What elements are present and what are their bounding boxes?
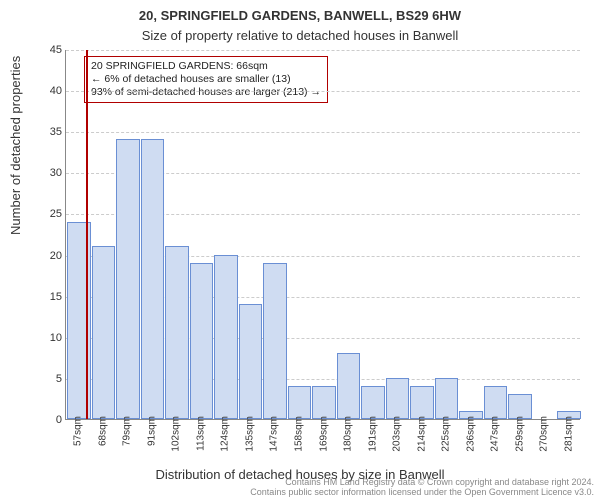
x-tick-label: 225sqm: [441, 416, 452, 452]
property-size-histogram: 20, SPRINGFIELD GARDENS, BANWELL, BS29 6…: [0, 0, 600, 500]
gridline: [66, 132, 580, 133]
x-tick-label: 102sqm: [171, 416, 182, 452]
chart-title-address: 20, SPRINGFIELD GARDENS, BANWELL, BS29 6…: [0, 8, 600, 23]
y-tick-label: 15: [36, 291, 62, 303]
histogram-bar: [214, 255, 238, 419]
x-tick-label: 79sqm: [122, 416, 133, 446]
marker-info-box: 20 SPRINGFIELD GARDENS: 66sqm ← 6% of de…: [84, 56, 328, 103]
histogram-bar: [435, 378, 459, 419]
x-tick-label: 169sqm: [318, 416, 329, 452]
y-tick-label: 40: [36, 85, 62, 97]
histogram-bar: [141, 139, 165, 419]
histogram-bar: [239, 304, 263, 419]
plot-area: 20 SPRINGFIELD GARDENS: 66sqm ← 6% of de…: [65, 50, 580, 420]
x-tick-label: 135sqm: [244, 416, 255, 452]
histogram-bar: [386, 378, 410, 419]
x-tick-label: 270sqm: [539, 416, 550, 452]
info-line-smaller: ← 6% of detached houses are smaller (13): [91, 73, 321, 86]
histogram-bar: [190, 263, 214, 419]
histogram-bar: [410, 386, 434, 419]
histogram-bar: [263, 263, 287, 419]
x-tick-label: 147sqm: [269, 416, 280, 452]
gridline: [66, 50, 580, 51]
footer-line-2: Contains public sector information licen…: [250, 488, 594, 498]
y-tick-label: 20: [36, 250, 62, 262]
y-tick-label: 35: [36, 126, 62, 138]
histogram-bar: [288, 386, 312, 419]
x-tick-label: 158sqm: [293, 416, 304, 452]
y-tick-label: 0: [36, 414, 62, 426]
x-tick-label: 91sqm: [146, 416, 157, 446]
y-axis-label: Number of detached properties: [8, 56, 23, 235]
x-tick-label: 247sqm: [490, 416, 501, 452]
x-tick-label: 259sqm: [514, 416, 525, 452]
histogram-bar: [165, 246, 189, 419]
info-line-larger: 93% of semi-detached houses are larger (…: [91, 86, 321, 99]
histogram-bar: [312, 386, 336, 419]
property-marker-line: [86, 50, 88, 419]
x-tick-label: 68sqm: [97, 416, 108, 446]
histogram-bar: [337, 353, 361, 419]
y-tick-label: 45: [36, 44, 62, 56]
histogram-bar: [361, 386, 385, 419]
x-tick-label: 180sqm: [343, 416, 354, 452]
x-tick-label: 191sqm: [367, 416, 378, 452]
x-tick-label: 203sqm: [392, 416, 403, 452]
y-tick-label: 10: [36, 332, 62, 344]
x-tick-label: 124sqm: [220, 416, 231, 452]
y-tick-label: 5: [36, 373, 62, 385]
histogram-bar: [92, 246, 116, 419]
x-tick-label: 236sqm: [465, 416, 476, 452]
histogram-bar: [116, 139, 140, 419]
chart-subtitle: Size of property relative to detached ho…: [0, 28, 600, 43]
y-tick-label: 30: [36, 167, 62, 179]
gridline: [66, 91, 580, 92]
x-tick-label: 214sqm: [416, 416, 427, 452]
y-tick-label: 25: [36, 208, 62, 220]
x-tick-label: 113sqm: [195, 416, 206, 451]
x-tick-label: 281sqm: [563, 416, 574, 452]
histogram-bar: [484, 386, 508, 419]
info-line-property: 20 SPRINGFIELD GARDENS: 66sqm: [91, 60, 321, 73]
attribution-footer: Contains HM Land Registry data © Crown c…: [250, 478, 594, 498]
x-tick-label: 57sqm: [73, 416, 84, 446]
